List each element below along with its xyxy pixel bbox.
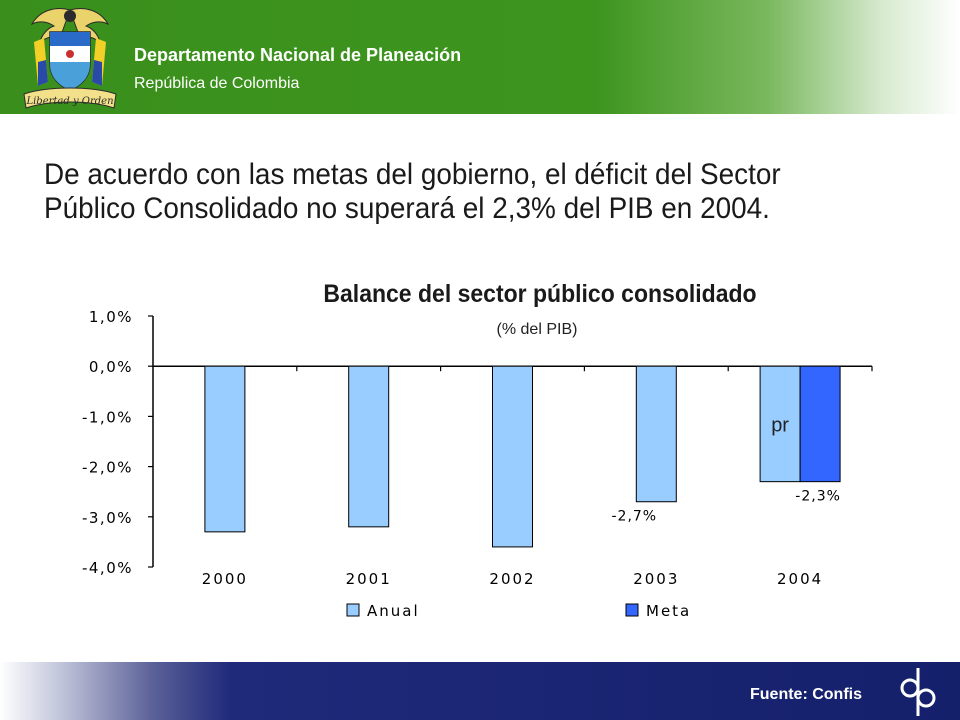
- x-tick-label: 2004: [777, 570, 823, 588]
- y-tick-label: 0,0%: [89, 358, 133, 376]
- org-subtitle: República de Colombia: [134, 75, 300, 92]
- headline-text: De acuerdo con las metas del gobierno, e…: [44, 158, 781, 225]
- bar-annotation: pr: [771, 414, 789, 436]
- y-tick-label: 1,0%: [89, 308, 133, 326]
- legend-swatch: [346, 603, 360, 617]
- y-tick-label: -2,0%: [82, 459, 133, 477]
- bar-anual: [348, 365, 390, 528]
- legend-label: Anual: [367, 602, 420, 620]
- coat-of-arms-icon: Libertad y Orden: [23, 8, 117, 109]
- bar-meta: [799, 365, 841, 483]
- chart-subtitle: (% del PIB): [497, 321, 578, 338]
- dnp-logo-icon: [900, 668, 936, 716]
- legend-swatch: [625, 603, 639, 617]
- svg-text:Libertad y Orden: Libertad y Orden: [25, 96, 113, 107]
- data-label: -2,3%: [795, 489, 841, 505]
- header-banner: Libertad y Orden Departamento Nacional d…: [0, 0, 960, 114]
- source-note: Fuente: Confis: [750, 686, 862, 703]
- org-name: Departamento Nacional de Planeación: [134, 45, 462, 65]
- footer-banner: [0, 662, 960, 720]
- y-tick-label: -1,0%: [82, 408, 133, 426]
- y-tick-label: -4,0%: [82, 559, 133, 577]
- x-tick-label: 2001: [346, 570, 392, 588]
- legend-label: Meta: [646, 602, 691, 620]
- x-tick-label: 2002: [489, 570, 535, 588]
- bar-anual: [204, 365, 246, 533]
- bar-anual: [635, 365, 677, 503]
- bar-anual: [492, 365, 533, 548]
- plot-area: 1,0% 0,0% -1,0% -2,0% -3,0% -4,0% 2000 2001 2002…: [82, 308, 873, 620]
- x-tick-label: 2000: [202, 570, 248, 588]
- x-tick-label: 2003: [633, 570, 679, 588]
- data-label: -2,7%: [611, 509, 657, 525]
- y-tick-label: -3,0%: [82, 509, 133, 527]
- bar-chart: Balance del sector público consolidado (…: [82, 280, 873, 620]
- bar-anual: [759, 365, 801, 483]
- chart-title: Balance del sector público consolidado: [323, 280, 756, 308]
